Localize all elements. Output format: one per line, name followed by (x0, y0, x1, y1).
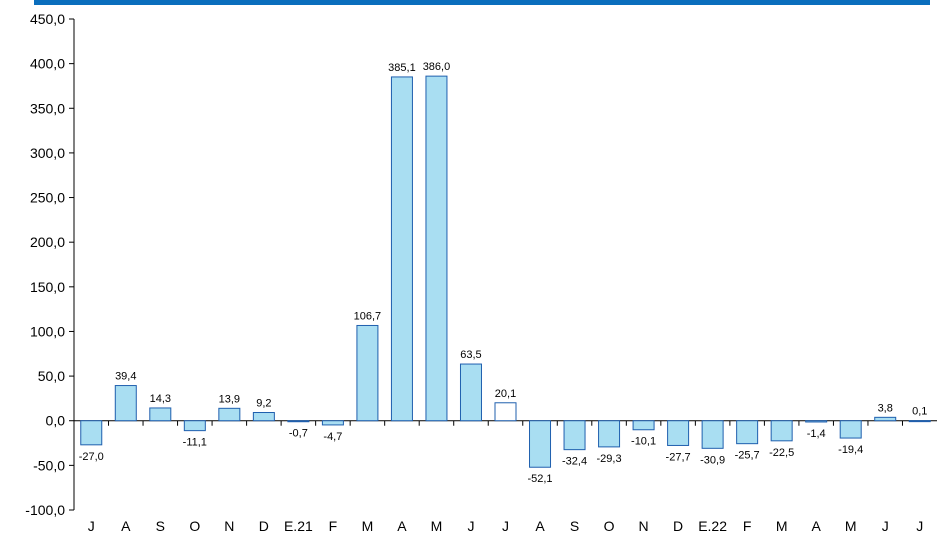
bar (805, 420, 828, 423)
data-label: 20,1 (495, 388, 516, 400)
bar (321, 420, 344, 426)
data-label: -4,7 (323, 431, 342, 443)
x-tick-label: F (743, 518, 752, 534)
y-tick-label: 250,0 (30, 190, 65, 206)
data-label: -27,7 (666, 451, 691, 463)
data-label: 63,5 (460, 349, 481, 361)
data-label: 386,0 (423, 61, 451, 73)
y-tick-label: 200,0 (30, 234, 65, 250)
x-tick-label: E.22 (698, 518, 727, 534)
y-tick-label: -100,0 (25, 502, 65, 518)
data-label: 13,9 (219, 393, 240, 405)
data-label: -11,1 (183, 437, 207, 449)
x-tick-label: J (88, 518, 95, 534)
x-tick-label: J (467, 518, 474, 534)
x-tick-label: A (121, 518, 131, 534)
x-tick-label: N (224, 518, 234, 534)
x-tick-label: J (882, 518, 889, 534)
bar (459, 363, 482, 422)
y-tick-label: -50,0 (33, 457, 65, 473)
bar (839, 420, 862, 439)
data-label: -27,0 (79, 451, 104, 463)
bar (287, 420, 310, 423)
data-label: -32,4 (562, 456, 587, 468)
bar (390, 76, 413, 422)
x-tick-label: S (570, 518, 579, 534)
y-tick-label: 450,0 (30, 11, 65, 27)
bar (183, 420, 206, 432)
x-tick-label: A (535, 518, 545, 534)
x-tick-label: F (329, 518, 338, 534)
data-label: 9,2 (256, 398, 271, 410)
bar (770, 420, 793, 442)
data-label: -25,7 (735, 450, 760, 462)
x-tick-label: M (776, 518, 788, 534)
bar (908, 420, 931, 423)
bar (667, 420, 690, 446)
data-label: 0,1 (912, 406, 927, 418)
x-tick-label: M (431, 518, 443, 534)
data-label: -30,9 (700, 454, 725, 466)
bar (874, 416, 897, 422)
data-label: -19,4 (838, 444, 863, 456)
top-accent-bar (34, 0, 930, 5)
bar (494, 402, 517, 422)
bar (563, 420, 586, 451)
data-label: -22,5 (769, 447, 794, 459)
bar (598, 420, 621, 448)
y-tick-label: 300,0 (30, 145, 65, 161)
data-label: -29,3 (597, 453, 622, 465)
x-tick-label: N (639, 518, 649, 534)
y-tick-label: 150,0 (30, 279, 65, 295)
bar (701, 420, 724, 449)
bar (425, 75, 448, 422)
x-tick-label: J (502, 518, 509, 534)
data-label: -10,1 (631, 436, 656, 448)
data-label: -52,1 (527, 473, 552, 485)
x-tick-label: M (845, 518, 857, 534)
data-label: 14,3 (150, 393, 171, 405)
data-label: 106,7 (354, 310, 382, 322)
bar (114, 385, 137, 422)
data-label: 3,8 (878, 402, 893, 414)
bar (736, 420, 759, 445)
x-tick-label: A (812, 518, 822, 534)
bar (149, 407, 172, 422)
x-tick-label: O (189, 518, 200, 534)
x-tick-label: O (604, 518, 615, 534)
y-tick-label: 50,0 (38, 368, 65, 384)
x-tick-label: J (916, 518, 923, 534)
y-tick-label: 400,0 (30, 56, 65, 72)
x-tick-label: E.21 (284, 518, 313, 534)
x-tick-label: A (397, 518, 407, 534)
bar (529, 420, 552, 468)
bar (632, 420, 655, 431)
x-tick-label: S (156, 518, 165, 534)
x-tick-label: M (362, 518, 374, 534)
data-label: 39,4 (115, 371, 136, 383)
data-label: -1,4 (807, 428, 826, 440)
bar (218, 407, 241, 422)
x-tick-label: D (673, 518, 683, 534)
y-tick-label: 0,0 (46, 413, 66, 429)
data-label: 385,1 (388, 62, 416, 74)
y-tick-label: 100,0 (30, 323, 65, 339)
y-tick-label: 350,0 (30, 100, 65, 116)
bar (252, 412, 275, 422)
bar (356, 324, 379, 422)
bar (80, 420, 103, 446)
x-tick-label: D (259, 518, 269, 534)
data-label: -0,7 (289, 427, 308, 439)
